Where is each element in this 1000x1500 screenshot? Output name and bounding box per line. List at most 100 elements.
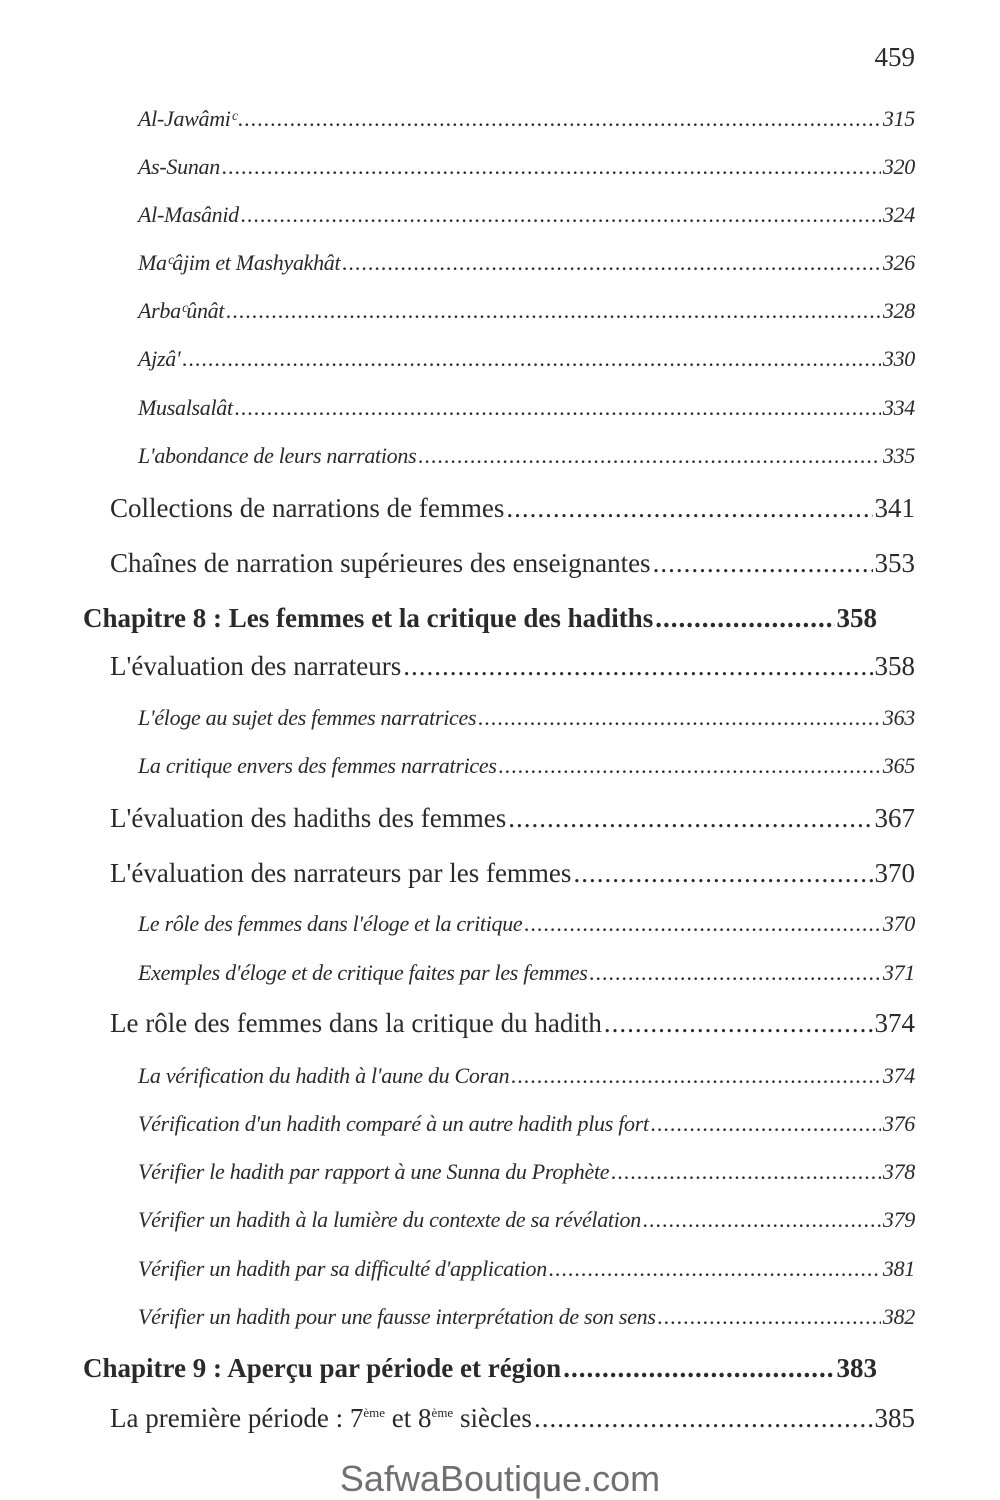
toc-entry-title: Chaînes de narration supérieures des ens… xyxy=(110,548,651,578)
dot-leader xyxy=(508,798,872,838)
toc-entry-page: 379 xyxy=(882,1207,915,1232)
toc-chapter: Chapitre 9 : Aperçu par période et régio… xyxy=(83,1348,877,1388)
toc-entry: Al-Masânid 324 xyxy=(138,195,915,235)
toc-entry-page: 315 xyxy=(882,106,915,131)
dot-leader xyxy=(651,1104,881,1144)
toc-entry: L'abondance de leurs narrations 335 xyxy=(138,436,915,476)
toc-entry-page: 353 xyxy=(874,548,916,578)
toc-entry-page: 367 xyxy=(874,803,916,833)
toc-entry-page: 371 xyxy=(882,960,915,985)
toc-entry: Vérifier un hadith par sa difficulté d'a… xyxy=(138,1249,915,1289)
dot-leader xyxy=(241,195,881,235)
toc-entry-title: Maᶜâjim et Mashyakhât xyxy=(138,250,341,275)
toc-entry: Vérifier un hadith à la lumière du conte… xyxy=(138,1200,915,1240)
toc-entry-title: Vérifier un hadith par sa difficulté d'a… xyxy=(138,1256,547,1281)
toc-entry-page: 378 xyxy=(882,1159,915,1184)
toc-entry-page: 330 xyxy=(882,346,915,371)
toc-entry: Chaînes de narration supérieures des ens… xyxy=(110,543,915,583)
toc-entry-title: L'abondance de leurs narrations xyxy=(138,443,417,468)
toc-entry: Musalsalât 334 xyxy=(138,388,915,428)
dot-leader xyxy=(499,746,881,786)
toc-entry-page: 334 xyxy=(882,395,915,420)
toc-entry-page: 358 xyxy=(836,603,878,633)
toc-entry-page: 328 xyxy=(882,298,915,323)
toc-entry: La vérification du hadith à l'aune du Co… xyxy=(138,1056,915,1096)
dot-leader xyxy=(534,1398,873,1438)
watermark: SafwaBoutique.com xyxy=(339,1458,661,1499)
toc-entry: La première période : 7ème et 8ème siècl… xyxy=(110,1398,915,1438)
dot-leader xyxy=(418,436,881,476)
toc-entry-title: Vérifier un hadith à la lumière du conte… xyxy=(138,1207,641,1232)
toc-entry-title: La critique envers des femmes narratrice… xyxy=(138,753,497,778)
toc-entry: L'évaluation des narrateurs 358 xyxy=(110,646,915,686)
toc-entry-page: 370 xyxy=(874,858,916,888)
page-number: 459 xyxy=(874,42,916,72)
toc-entry-page: 374 xyxy=(874,1008,916,1038)
toc-entry: Arbaᶜûnât 328 xyxy=(138,291,915,331)
toc-entry-page: 383 xyxy=(836,1353,878,1383)
toc-entry-page: 374 xyxy=(882,1063,915,1088)
dot-leader xyxy=(573,853,872,893)
toc-entry: Vérifier un hadith pour une fausse inter… xyxy=(138,1297,915,1337)
toc-entry-title: Collections de narrations de femmes xyxy=(110,493,505,523)
toc-entry-title: Ajzâ' xyxy=(138,346,181,371)
toc-entry-title: Chapitre 9 : Aperçu par période et régio… xyxy=(83,1353,562,1383)
dot-leader xyxy=(222,147,881,187)
toc-entry-title: L'évaluation des narrateurs par les femm… xyxy=(110,858,572,888)
toc-entry: Al-Jawâmiᶜ 315 xyxy=(138,99,915,139)
toc-entry-title: Arbaᶜûnât xyxy=(138,298,225,323)
toc-entry-title: Le rôle des femmes dans l'éloge et la cr… xyxy=(138,911,523,936)
toc-entry-title: Vérifier le hadith par rapport à une Sun… xyxy=(138,1159,610,1184)
dot-leader xyxy=(563,1348,834,1388)
toc-entry-page: 370 xyxy=(882,911,915,936)
toc-entry-title: La vérification du hadith à l'aune du Co… xyxy=(138,1063,510,1088)
dot-leader xyxy=(226,291,881,331)
dot-leader xyxy=(655,598,834,638)
dot-leader xyxy=(549,1249,881,1289)
toc-entry-title: L'éloge au sujet des femmes narratrices xyxy=(138,705,477,730)
toc-entry-page: 381 xyxy=(882,1256,915,1281)
dot-leader xyxy=(658,1297,881,1337)
toc-entry-page: 324 xyxy=(882,202,915,227)
dot-leader xyxy=(653,543,873,583)
toc-entry: L'éloge au sujet des femmes narratrices 3… xyxy=(138,698,915,738)
dot-leader xyxy=(342,243,881,283)
toc-entry-title: Vérifier un hadith pour une fausse inter… xyxy=(138,1304,656,1329)
toc-entry: L'évaluation des narrateurs par les femm… xyxy=(110,853,915,893)
toc-entry-page: 365 xyxy=(882,753,915,778)
toc-entry: L'évaluation des hadiths des femmes 367 xyxy=(110,798,915,838)
toc-entry-title: Al-Masânid xyxy=(138,202,239,227)
toc-entry: Exemples d'éloge et de critique faites p… xyxy=(138,953,915,993)
toc-entry-page: 335 xyxy=(882,443,915,468)
toc-entry-page: 385 xyxy=(874,1403,916,1433)
dot-leader xyxy=(589,953,880,993)
toc-entry: Le rôle des femmes dans l'éloge et la cr… xyxy=(138,904,915,944)
toc-entry-page: 341 xyxy=(874,493,916,523)
toc-entry-page: 320 xyxy=(882,154,915,179)
toc-entry-page: 326 xyxy=(882,250,915,275)
dot-leader xyxy=(506,488,872,528)
toc-entry-title: La première période : 7ème et 8ème siècl… xyxy=(110,1403,532,1433)
toc-entry-page: 358 xyxy=(874,651,916,681)
toc-entry-title: Exemples d'éloge et de critique faites p… xyxy=(138,960,588,985)
toc-entry-title: L'évaluation des hadiths des femmes xyxy=(110,803,507,833)
toc-entry-page: 363 xyxy=(882,705,915,730)
dot-leader xyxy=(604,1003,873,1043)
toc-entry-title: Al-Jawâmiᶜ xyxy=(138,106,237,131)
toc-entry: Maᶜâjim et Mashyakhât 326 xyxy=(138,243,915,283)
toc-entry-title: Vérification d'un hadith comparé à un au… xyxy=(138,1111,649,1136)
dot-leader xyxy=(235,388,881,428)
toc-entry: Le rôle des femmes dans la critique du h… xyxy=(110,1003,915,1043)
toc-entry-page: 376 xyxy=(882,1111,915,1136)
toc-entry-title: Musalsalât xyxy=(138,395,233,420)
toc-entry: Vérifier le hadith par rapport à une Sun… xyxy=(138,1152,915,1192)
dot-leader xyxy=(182,339,881,379)
dot-leader xyxy=(643,1200,881,1240)
toc-entry-title: Chapitre 8 : Les femmes et la critique d… xyxy=(83,603,654,633)
toc-entry-title: Le rôle des femmes dans la critique du h… xyxy=(110,1008,602,1038)
toc-entry-page: 382 xyxy=(882,1304,915,1329)
toc-entry-title: As-Sunan xyxy=(138,154,220,179)
dot-leader xyxy=(478,698,881,738)
dot-leader xyxy=(238,99,881,139)
dot-leader xyxy=(511,1056,881,1096)
